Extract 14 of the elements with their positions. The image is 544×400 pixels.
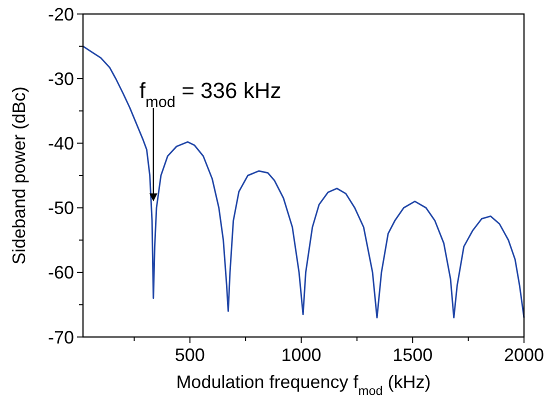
annotation: f$_{mod}$ = 336 kHz: [139, 78, 282, 110]
y-tick-label: -40: [48, 134, 74, 154]
x-tick-label: 2000: [504, 345, 544, 365]
y-tick-label: -60: [48, 262, 74, 283]
x-tick-label: 500: [174, 345, 205, 365]
line-series: [82, 46, 525, 318]
y-tick-label: -20: [48, 4, 74, 24]
x-axis-title: Modulation frequency f$_{mod}$ (kHz): [176, 372, 431, 398]
x-tick-label: 1000: [281, 345, 322, 365]
y-tick-label: -30: [48, 68, 74, 89]
y-axis-title: Sideband power (dBc): [9, 86, 29, 265]
y-tick-label: -70: [48, 327, 74, 348]
y-tick-label: -50: [48, 198, 74, 218]
x-tick-label: 1500: [392, 345, 433, 365]
